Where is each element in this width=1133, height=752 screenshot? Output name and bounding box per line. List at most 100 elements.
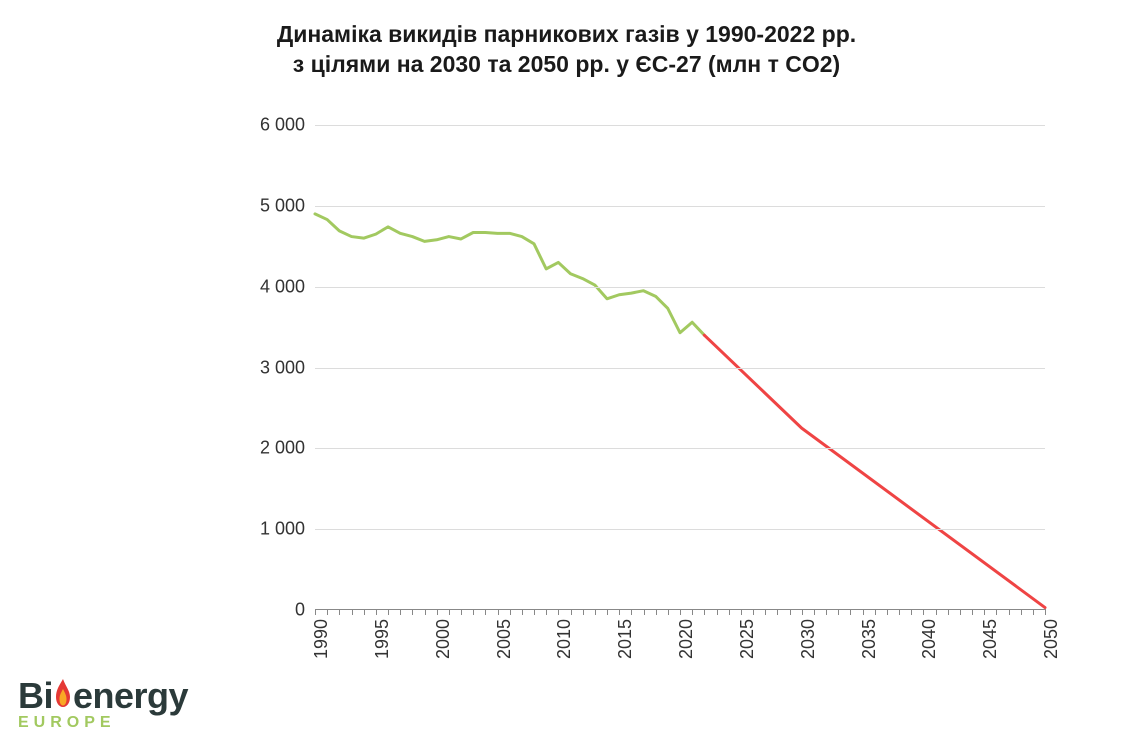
x-axis-label: 2020 [676, 619, 697, 659]
x-tick [376, 609, 377, 615]
gridline [315, 206, 1045, 207]
x-tick [473, 609, 474, 615]
x-tick [656, 609, 657, 615]
logo-text-suffix: energy [73, 678, 188, 714]
gridline [315, 448, 1045, 449]
x-tick [498, 609, 499, 615]
x-axis-label: 1995 [372, 619, 393, 659]
x-tick [741, 609, 742, 615]
y-axis-label: 2 000 [260, 438, 315, 459]
x-tick [1033, 609, 1034, 615]
x-tick [485, 609, 486, 615]
x-tick [814, 609, 815, 615]
x-tick [972, 609, 973, 615]
chart-container: 01 0002 0003 0004 0005 0006 000199019952… [220, 115, 1060, 655]
x-tick [984, 609, 985, 615]
x-tick [936, 609, 937, 615]
x-axis-label: 2030 [798, 619, 819, 659]
x-tick [948, 609, 949, 615]
x-axis-label: 1990 [311, 619, 332, 659]
x-tick [631, 609, 632, 615]
x-axis-label: 2010 [554, 619, 575, 659]
title-line-2: з цілями на 2030 та 2050 рр. у ЄС-27 (мл… [0, 50, 1133, 80]
x-tick [826, 609, 827, 615]
bioenergy-europe-logo: Bi energy EUROPE [18, 678, 208, 732]
x-tick [996, 609, 997, 615]
x-tick [777, 609, 778, 615]
x-tick [619, 609, 620, 615]
x-tick [607, 609, 608, 615]
x-tick [911, 609, 912, 615]
x-tick [899, 609, 900, 615]
x-tick [1045, 609, 1046, 615]
x-axis-label: 2050 [1041, 619, 1062, 659]
x-tick [765, 609, 766, 615]
logo-bottom-text: EUROPE [18, 714, 208, 732]
chart-title: Динаміка викидів парникових газів у 1990… [0, 0, 1133, 80]
x-tick [510, 609, 511, 615]
x-axis-label: 2040 [919, 619, 940, 659]
x-tick [412, 609, 413, 615]
gridline [315, 529, 1045, 530]
gridline [315, 125, 1045, 126]
x-tick [352, 609, 353, 615]
x-tick [644, 609, 645, 615]
x-tick [668, 609, 669, 615]
x-tick [388, 609, 389, 615]
x-tick [461, 609, 462, 615]
x-tick [863, 609, 864, 615]
flame-icon [54, 678, 72, 714]
x-tick [790, 609, 791, 615]
y-axis-label: 0 [295, 600, 315, 621]
series-historical [315, 214, 704, 335]
x-tick [704, 609, 705, 615]
x-tick [923, 609, 924, 615]
plot-area: 01 0002 0003 0004 0005 0006 000199019952… [315, 125, 1045, 610]
x-tick [546, 609, 547, 615]
x-tick [437, 609, 438, 615]
x-tick [802, 609, 803, 615]
x-tick [875, 609, 876, 615]
y-axis-label: 3 000 [260, 357, 315, 378]
x-tick [753, 609, 754, 615]
x-tick [595, 609, 596, 615]
x-tick [692, 609, 693, 615]
x-tick [364, 609, 365, 615]
x-tick [887, 609, 888, 615]
x-axis-label: 2015 [615, 619, 636, 659]
x-tick [315, 609, 316, 615]
logo-text-prefix: Bi [18, 678, 53, 714]
x-axis-label: 2035 [859, 619, 880, 659]
x-tick [1021, 609, 1022, 615]
x-tick [1009, 609, 1010, 615]
gridline [315, 287, 1045, 288]
x-axis-label: 2045 [980, 619, 1001, 659]
x-tick [400, 609, 401, 615]
x-tick [583, 609, 584, 615]
x-axis-label: 2025 [737, 619, 758, 659]
series-targets [704, 335, 1045, 607]
x-tick [449, 609, 450, 615]
x-tick [534, 609, 535, 615]
logo-top-row: Bi energy [18, 678, 208, 714]
x-tick [339, 609, 340, 615]
x-axis-label: 2005 [494, 619, 515, 659]
title-line-1: Динаміка викидів парникових газів у 1990… [0, 20, 1133, 50]
x-tick [558, 609, 559, 615]
x-tick [960, 609, 961, 615]
y-axis-label: 4 000 [260, 276, 315, 297]
gridline [315, 368, 1045, 369]
y-axis-label: 6 000 [260, 115, 315, 136]
x-tick [680, 609, 681, 615]
x-tick [425, 609, 426, 615]
y-axis-label: 5 000 [260, 195, 315, 216]
x-tick [327, 609, 328, 615]
x-tick [717, 609, 718, 615]
x-tick [729, 609, 730, 615]
x-tick [850, 609, 851, 615]
x-tick [571, 609, 572, 615]
x-tick [522, 609, 523, 615]
x-axis-label: 2000 [433, 619, 454, 659]
x-tick [838, 609, 839, 615]
y-axis-label: 1 000 [260, 519, 315, 540]
